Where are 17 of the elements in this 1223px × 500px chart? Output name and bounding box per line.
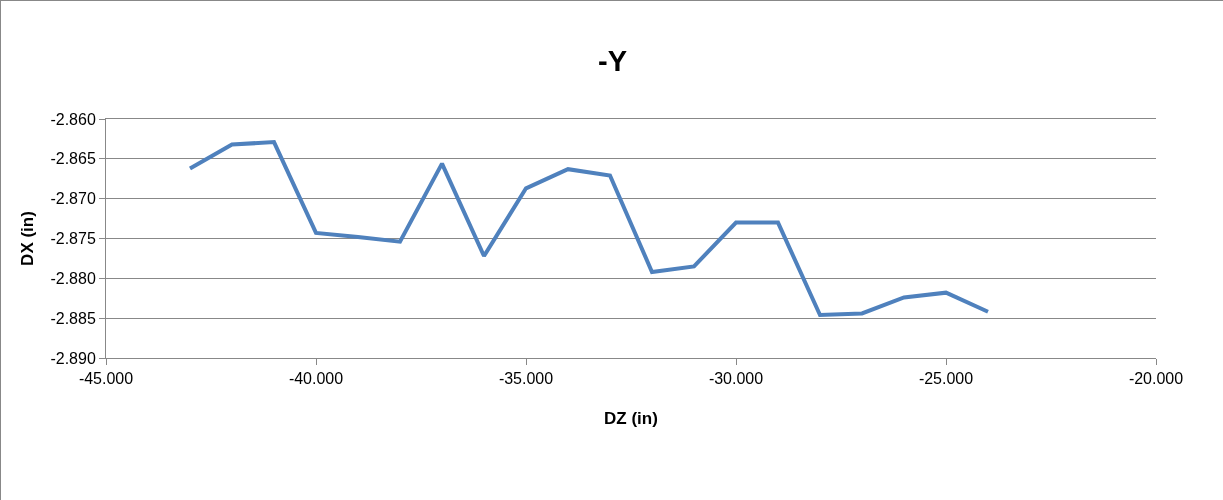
x-tick-label: -45.000: [78, 370, 134, 388]
y-tick-label: -2.890: [50, 349, 96, 367]
y-tick-label: -2.880: [50, 269, 96, 287]
y-tick-label: -2.865: [50, 150, 96, 168]
y-tick-label: -2.885: [50, 309, 96, 327]
line-series: [188, 140, 990, 317]
x-tick-label: -40.000: [288, 370, 344, 388]
y-tick-label: -2.875: [50, 230, 96, 248]
y-axis-title: DX (in): [17, 211, 37, 266]
chart-title: -Y: [598, 45, 627, 78]
y-tick-label: -2.870: [50, 190, 96, 208]
x-tick-label: -35.000: [498, 370, 554, 388]
x-axis-title: DZ (in): [604, 408, 658, 428]
x-tick-label: -20.000: [1128, 370, 1184, 388]
x-tick-label: -25.000: [918, 370, 974, 388]
x-tick-label: -30.000: [708, 370, 764, 388]
y-tick-label: -2.860: [50, 110, 96, 128]
